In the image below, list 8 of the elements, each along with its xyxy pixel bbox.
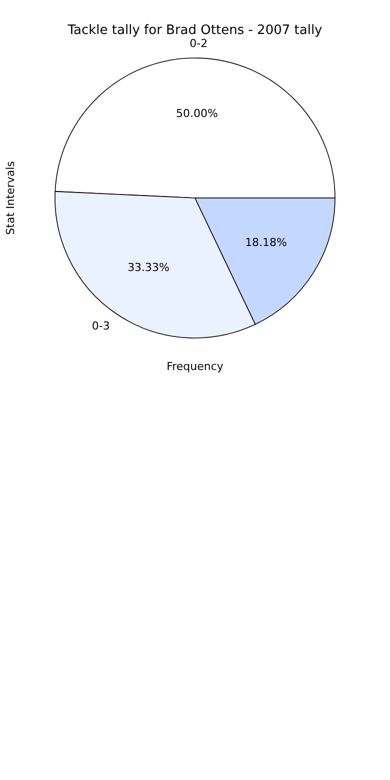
text: Stat Intervals <box>4 160 17 235</box>
slice-label: 0-3 <box>92 319 110 332</box>
slice-label: 0-2 <box>190 37 208 50</box>
data-label: 18.18% <box>245 236 288 249</box>
chart-title: Tackle tally for Brad Ottens - 2007 tally <box>66 23 323 38</box>
data-label: 50.00% <box>176 107 218 120</box>
text: Frequency <box>166 360 224 373</box>
data-label: 33.33% <box>128 260 170 274</box>
